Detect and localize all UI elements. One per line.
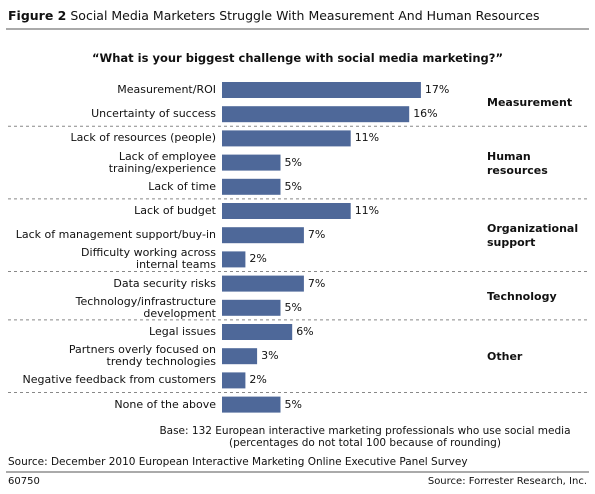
value-label: 6%: [296, 325, 314, 338]
bar: [222, 348, 258, 365]
bar: [222, 324, 293, 340]
value-label: 5%: [284, 179, 302, 193]
category-label: Data security risks: [113, 276, 216, 290]
value-label: 3%: [261, 349, 279, 363]
category-label: Lack of employee training/experience: [108, 149, 216, 175]
category-label: Lack of time: [148, 179, 216, 193]
source: Source: December 2010 European Interacti…: [8, 456, 468, 468]
category-label: Technology/infrastructure development: [75, 294, 216, 320]
value-label: 5%: [284, 300, 302, 314]
bar: [222, 203, 351, 219]
bar: [222, 178, 281, 195]
bar: [222, 275, 304, 292]
category-label: Lack of budget: [134, 204, 216, 217]
category-label: Negative feedback from customers: [22, 373, 216, 387]
title-block: Figure 2 Social Media Marketers Struggle…: [8, 8, 540, 24]
group-label: Technology: [487, 289, 557, 303]
figure-id: 60750: [8, 476, 40, 487]
category-label: Partners overly focused on trendy techno…: [68, 343, 216, 369]
value-label: 7%: [307, 228, 326, 242]
value-label: 11%: [354, 131, 380, 145]
bar: [222, 106, 410, 123]
bar: [222, 154, 281, 171]
bar: [222, 227, 304, 244]
value-label: 5%: [284, 155, 302, 169]
base-note: Base: 132 European interactive marketing…: [159, 425, 571, 449]
figure-label: Figure 2: [8, 8, 67, 23]
group-label: Other: [487, 350, 523, 364]
value-label: 2%: [249, 373, 267, 387]
category-label: Difficulty working across internal teams: [81, 246, 216, 272]
group-label: Human resources: [487, 149, 548, 177]
chart-subtitle: “What is your biggest challenge with soc…: [91, 51, 504, 65]
bar: [222, 82, 421, 98]
group-label: Measurement: [487, 96, 573, 110]
category-label: Legal issues: [149, 325, 216, 338]
bar: [222, 372, 246, 389]
group-label: Organizational support: [487, 222, 579, 250]
value-label: 11%: [354, 204, 380, 217]
credit: Source: Forrester Research, Inc.: [427, 476, 587, 487]
bar: [222, 130, 351, 147]
chart-title: Social Media Marketers Struggle With Mea…: [70, 8, 540, 23]
category-label: Lack of management support/buy-in: [15, 228, 216, 242]
value-label: 5%: [284, 397, 302, 411]
bar: [222, 299, 281, 316]
category-label: Lack of resources (people): [70, 131, 216, 145]
value-label: 2%: [249, 252, 267, 266]
value-label: 17%: [424, 83, 450, 96]
category-label: Measurement/ROI: [117, 83, 216, 96]
category-label: Uncertainty of success: [91, 107, 216, 121]
value-label: 16%: [413, 107, 438, 121]
bar: [222, 251, 246, 268]
category-label: None of the above: [114, 397, 216, 411]
value-label: 7%: [307, 276, 326, 290]
bar: [222, 396, 281, 413]
